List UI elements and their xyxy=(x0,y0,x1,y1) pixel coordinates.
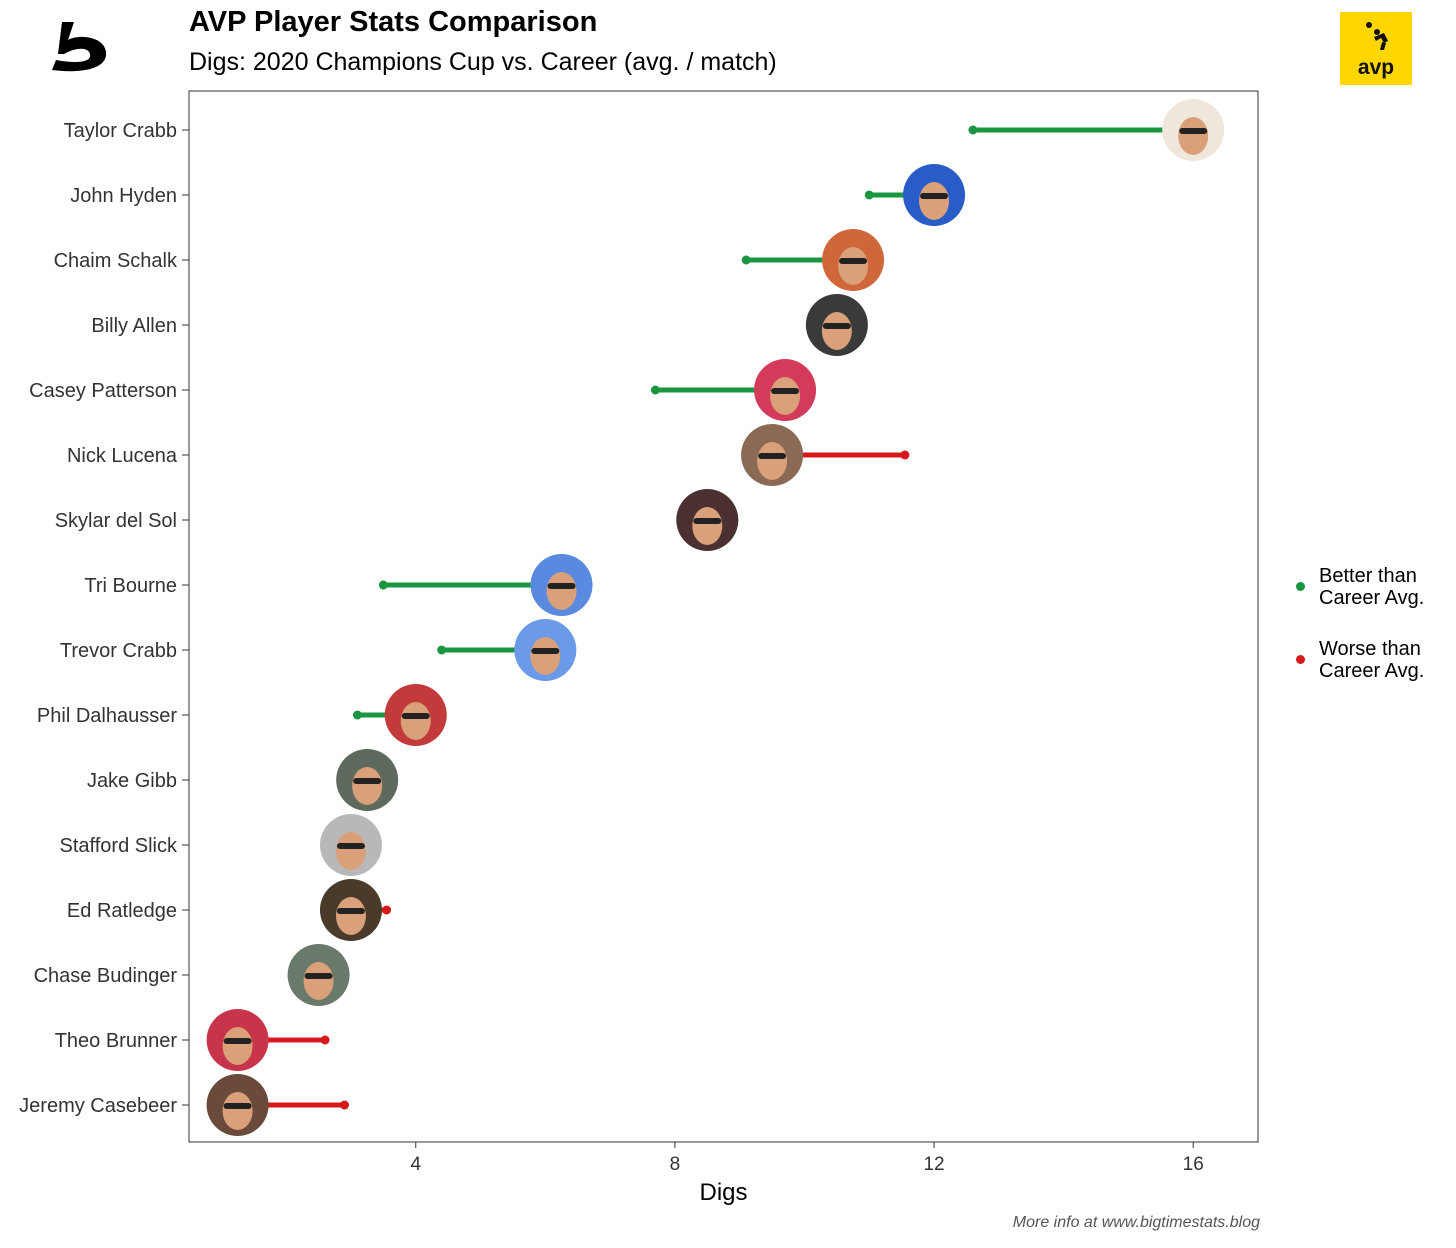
y-tick-label: Trevor Crabb xyxy=(60,640,177,662)
y-tick-label: Billy Allen xyxy=(91,315,177,337)
sunglasses xyxy=(353,778,382,784)
y-tick-label: John Hyden xyxy=(70,185,177,207)
career-point xyxy=(339,1100,349,1110)
x-tick-label: 12 xyxy=(923,1154,944,1175)
career-point xyxy=(864,190,874,200)
y-tick-label: Ed Ratledge xyxy=(67,900,177,922)
player-face xyxy=(757,442,788,480)
y-tick-label: Chase Budinger xyxy=(34,965,178,987)
sunglasses xyxy=(401,713,430,719)
chart-title: AVP Player Stats Comparison xyxy=(189,6,598,38)
career-point xyxy=(437,645,447,655)
sunglasses xyxy=(839,258,868,264)
legend-label-better: Better than Career Avg. xyxy=(1319,565,1425,609)
sunglasses xyxy=(531,648,560,654)
career-point xyxy=(968,125,978,135)
y-tick-label: Nick Lucena xyxy=(67,445,178,467)
sunglasses xyxy=(336,843,365,849)
career-point xyxy=(382,905,392,915)
player-face xyxy=(400,702,431,740)
sunglasses xyxy=(304,973,333,979)
y-tick-label: Chaim Schalk xyxy=(54,250,178,272)
player-face xyxy=(770,377,801,415)
x-axis-label: Digs xyxy=(699,1179,747,1206)
y-tick-label: Jake Gibb xyxy=(87,770,177,792)
player-face xyxy=(546,572,577,610)
sunglasses xyxy=(336,908,365,914)
player-face xyxy=(1178,117,1209,155)
sunglasses xyxy=(547,583,576,589)
sunglasses xyxy=(822,323,851,329)
career-point xyxy=(352,710,362,720)
career-point xyxy=(650,385,660,395)
x-tick-label: 4 xyxy=(410,1154,421,1175)
player-face xyxy=(530,637,561,675)
player-face xyxy=(303,962,334,1000)
bigtimestats-logo xyxy=(44,18,114,78)
x-tick-label: 16 xyxy=(1183,1154,1204,1175)
avp-wordmark: avp xyxy=(1357,56,1395,79)
sunglasses xyxy=(1179,128,1208,134)
player-face xyxy=(692,507,723,545)
source-footer: More info at www.bigtimestats.blog xyxy=(1012,1214,1260,1231)
y-tick-label: Taylor Crabb xyxy=(64,120,177,142)
player-face xyxy=(222,1092,253,1130)
career-point xyxy=(320,1035,330,1045)
sunglasses xyxy=(223,1103,252,1109)
sunglasses xyxy=(693,518,722,524)
plot-panel xyxy=(188,90,1259,1143)
player-face xyxy=(352,767,383,805)
player-face xyxy=(821,312,852,350)
sunglasses xyxy=(758,453,787,459)
legend-label-worse: Worse than Career Avg. xyxy=(1319,638,1425,682)
player-face xyxy=(838,247,869,285)
legend-dot-worse xyxy=(1296,655,1305,664)
y-tick-label: Phil Dalhausser xyxy=(37,705,177,727)
career-point xyxy=(378,580,388,590)
x-tick-label: 8 xyxy=(670,1154,681,1175)
avp-logo: avp xyxy=(1340,12,1412,85)
sunglasses xyxy=(223,1038,252,1044)
y-tick-label: Stafford Slick xyxy=(60,835,178,857)
sunglasses xyxy=(920,193,949,199)
career-point xyxy=(741,255,751,265)
y-tick-label: Tri Bourne xyxy=(84,575,177,597)
y-tick-label: Theo Brunner xyxy=(55,1030,178,1052)
sunglasses xyxy=(771,388,800,394)
player-face xyxy=(335,832,366,870)
chart-subtitle: Digs: 2020 Champions Cup vs. Career (avg… xyxy=(189,48,777,76)
career-point xyxy=(900,450,910,460)
legend-dot-better xyxy=(1296,582,1305,591)
player-face xyxy=(335,897,366,935)
player-face xyxy=(222,1027,253,1065)
player-face xyxy=(919,182,950,220)
volleyball-player-icon xyxy=(1366,22,1388,50)
y-tick-label: Skylar del Sol xyxy=(55,510,177,532)
y-tick-label: Casey Patterson xyxy=(29,380,177,402)
y-tick-label: Jeremy Casebeer xyxy=(19,1095,177,1117)
